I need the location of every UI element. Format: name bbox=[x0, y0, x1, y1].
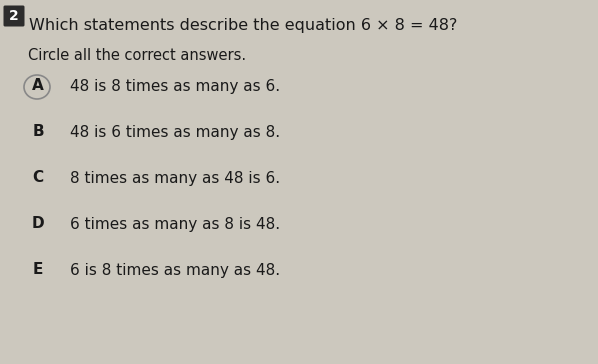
Text: 8 times as many as 48 is 6.: 8 times as many as 48 is 6. bbox=[70, 170, 280, 186]
Text: Which statements describe the equation 6 × 8 = 48?: Which statements describe the equation 6… bbox=[29, 18, 457, 33]
Text: D: D bbox=[32, 217, 44, 232]
Text: B: B bbox=[32, 124, 44, 139]
Text: Circle all the correct answers.: Circle all the correct answers. bbox=[28, 48, 246, 63]
Text: 6 is 8 times as many as 48.: 6 is 8 times as many as 48. bbox=[70, 262, 280, 277]
Text: 2: 2 bbox=[9, 9, 19, 23]
FancyBboxPatch shape bbox=[4, 5, 25, 27]
Text: 6 times as many as 8 is 48.: 6 times as many as 8 is 48. bbox=[70, 217, 280, 232]
Text: A: A bbox=[32, 79, 44, 94]
Text: 48 is 6 times as many as 8.: 48 is 6 times as many as 8. bbox=[70, 124, 280, 139]
Text: 48 is 8 times as many as 6.: 48 is 8 times as many as 6. bbox=[70, 79, 280, 94]
Text: E: E bbox=[33, 262, 43, 277]
Text: C: C bbox=[32, 170, 44, 186]
